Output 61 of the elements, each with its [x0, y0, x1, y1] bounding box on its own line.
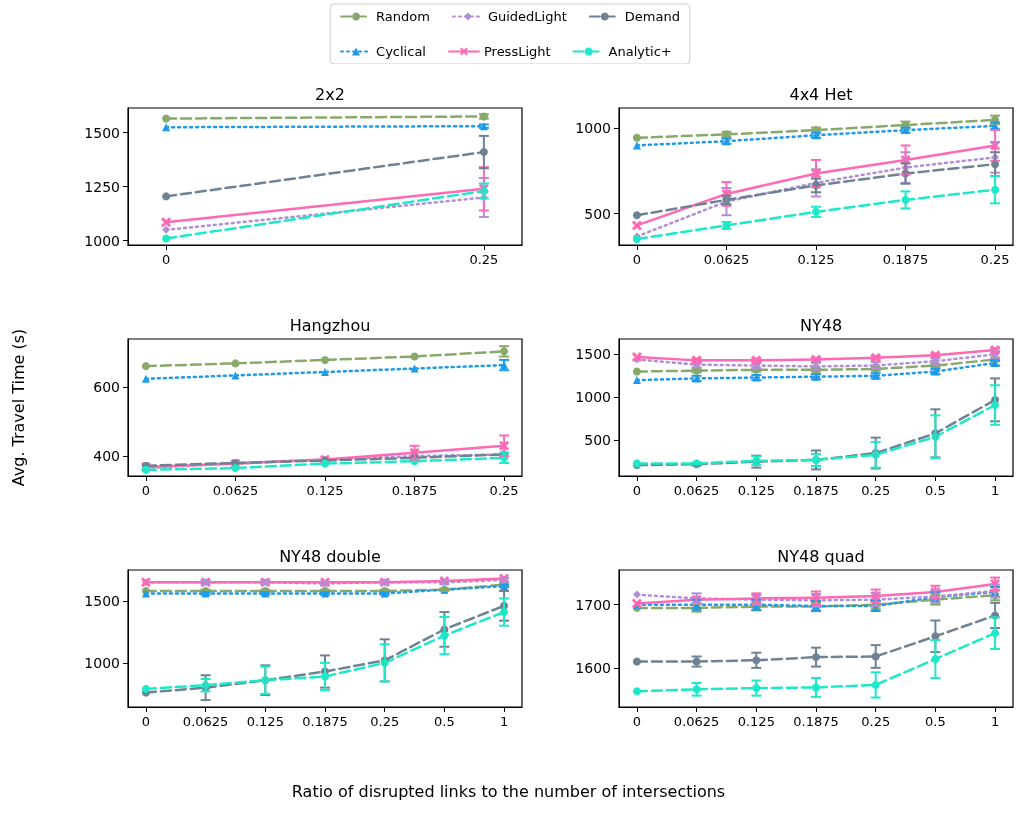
x-tick-label: 0.5 [434, 714, 455, 729]
y-tick-label: 1700 [575, 596, 611, 613]
chart-title: NY48 quad [777, 546, 865, 566]
x-tick-label: 0.1875 [793, 714, 839, 729]
x-tick-label: 0.1875 [793, 483, 839, 498]
x-tick-label: 0.125 [797, 252, 835, 267]
x-tick-label: 0.125 [306, 483, 344, 498]
x-tick-label: 0.125 [737, 714, 775, 729]
legend-label: Cyclical [376, 44, 426, 59]
y-tick-label: 600 [93, 379, 120, 396]
chart-title: Hangzhou [289, 315, 371, 335]
y-tick-label: 1000 [84, 232, 120, 249]
x-tick-label: 0.25 [489, 483, 519, 498]
chart-title: NY48 [799, 315, 843, 335]
x-tick-label: 0.0625 [212, 483, 259, 498]
x-tick-label: 0.25 [861, 714, 891, 729]
x-tick-label: 0 [141, 714, 151, 729]
x-tick-label: 0 [141, 483, 151, 498]
y-tick-label: 400 [93, 448, 120, 465]
y-tick-label: 1500 [84, 592, 120, 609]
x-tick-label: 0.25 [370, 714, 400, 729]
x-tick-label: 0.125 [246, 714, 284, 729]
x-tick-label: 0.25 [469, 252, 499, 267]
y-axis-title: Avg. Travel Time (s) [8, 328, 28, 487]
x-tick-label: 0.1875 [882, 252, 929, 267]
x-tick-label: 0 [632, 714, 642, 729]
y-tick-label: 1000 [575, 389, 611, 406]
x-tick-label: 0.0625 [182, 714, 229, 729]
y-tick-label: 1600 [575, 659, 611, 676]
chart-title: 2x2 [315, 84, 345, 104]
y-tick-label: 1000 [575, 120, 611, 137]
x-axis-title: Ratio of disrupted links to the number of intersections [290, 782, 727, 801]
x-tick-label: 1 [990, 483, 1000, 498]
legend-label: PressLight [483, 44, 551, 59]
chart-title: NY48 double [279, 546, 381, 566]
x-tick-label: 0 [632, 483, 642, 498]
x-tick-label: 0.5 [925, 714, 946, 729]
y-tick-label: 1000 [84, 654, 120, 671]
x-tick-label: 0.25 [980, 252, 1010, 267]
x-tick-label: 0.0625 [673, 483, 720, 498]
x-tick-label: 0.5 [925, 483, 946, 498]
x-tick-label: 0.25 [861, 483, 891, 498]
x-tick-label: 0.1875 [391, 483, 438, 498]
x-tick-label: 1 [990, 714, 1000, 729]
x-tick-label: 0.1875 [302, 714, 348, 729]
y-tick-label: 1250 [84, 178, 120, 195]
y-tick-label: 1500 [575, 346, 611, 363]
x-tick-label: 1 [499, 714, 509, 729]
legend-label: Analytic+ [608, 44, 672, 59]
legend-label: Demand [624, 9, 680, 24]
x-tick-label: 0.125 [737, 483, 775, 498]
chart-title: 4x4 Het [789, 84, 853, 104]
x-tick-label: 0 [632, 252, 642, 267]
x-tick-label: 0.0625 [703, 252, 750, 267]
legend-label: Random [376, 9, 430, 24]
x-tick-label: 0.0625 [673, 714, 720, 729]
y-tick-label: 500 [584, 205, 611, 222]
y-tick-label: 1500 [84, 124, 120, 141]
x-tick-label: 0 [161, 252, 171, 267]
legend-label: GuidedLight [487, 9, 567, 24]
y-tick-label: 500 [584, 432, 611, 449]
